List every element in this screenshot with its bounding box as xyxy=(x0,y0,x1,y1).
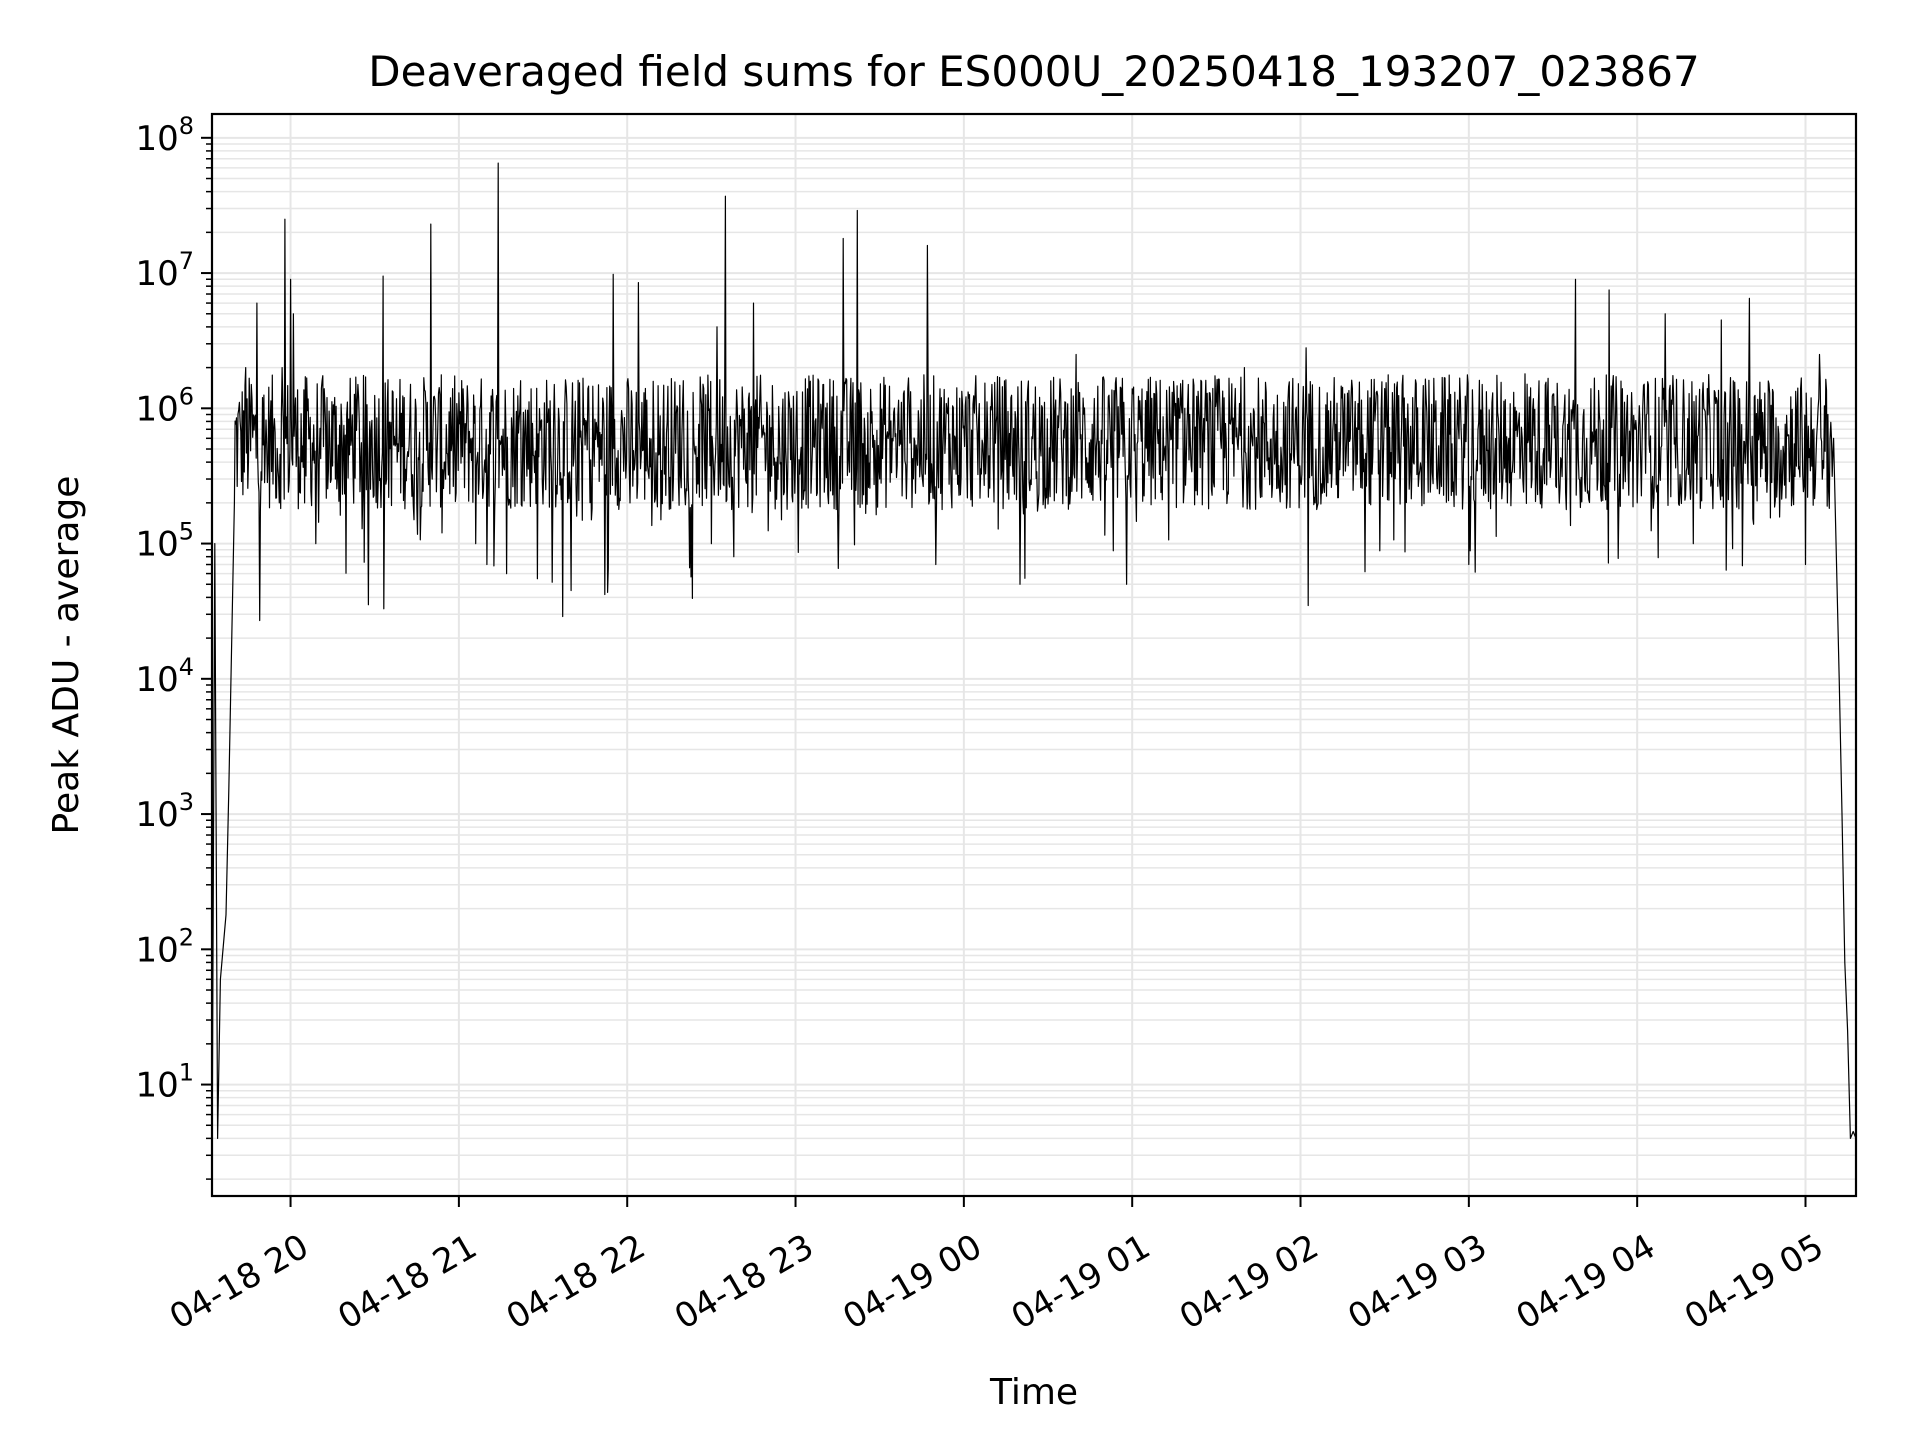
series-line xyxy=(211,162,1857,1186)
grid xyxy=(212,114,1856,1196)
y-tick-label: 103 xyxy=(135,788,194,835)
data-area xyxy=(211,162,1857,1186)
y-tick-label: 107 xyxy=(135,247,194,294)
y-axis-title: Peak ADU - average xyxy=(46,476,87,835)
x-axis-title: Time xyxy=(989,1372,1078,1413)
y-tick-label: 104 xyxy=(135,653,194,700)
y-tick-label: 108 xyxy=(135,112,194,159)
chart-title: Deaveraged field sums for ES000U_2025041… xyxy=(368,47,1699,96)
y-tick-label: 102 xyxy=(135,923,194,970)
y-tick-label: 105 xyxy=(135,518,194,565)
y-tick-label: 106 xyxy=(135,382,194,429)
plot-frame xyxy=(210,112,1858,1198)
y-tick-label: 101 xyxy=(135,1059,194,1106)
